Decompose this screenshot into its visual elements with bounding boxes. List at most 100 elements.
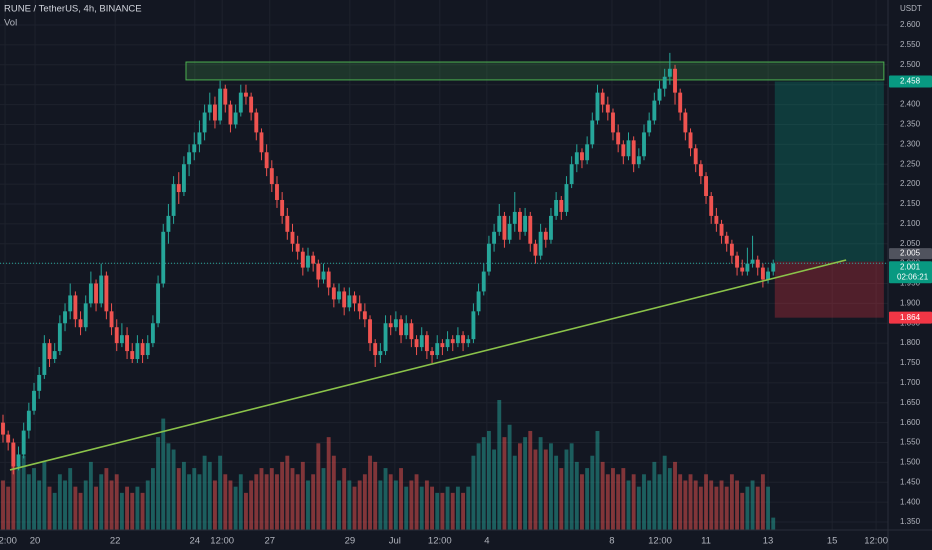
candle-body: [476, 291, 481, 312]
volume-bar: [378, 480, 383, 530]
candle-body: [383, 323, 388, 352]
candle-body: [528, 215, 533, 244]
trendline: [9, 259, 847, 471]
volume-bar: [662, 455, 667, 530]
candle-body: [704, 176, 708, 197]
candle-body: [228, 104, 233, 125]
y-tick-label: 1.700: [900, 378, 921, 387]
volume-bar: [580, 474, 584, 530]
candle-body: [94, 283, 98, 304]
candle-body: [52, 351, 57, 360]
volume-bar: [150, 468, 155, 530]
candle-body: [197, 132, 202, 145]
candle-body: [554, 199, 559, 216]
y-tick-label: 1.650: [900, 398, 921, 407]
candle-body: [518, 211, 522, 232]
candle-body: [574, 152, 579, 165]
volume-bar: [337, 480, 341, 530]
volume-bar: [735, 480, 739, 530]
volume-bar: [316, 443, 321, 530]
volume-bar: [440, 492, 445, 530]
candle-body: [461, 335, 466, 344]
volume-bar: [249, 480, 254, 530]
volume-bar: [414, 474, 419, 530]
volume-bar: [26, 474, 31, 530]
candle-body: [595, 92, 600, 121]
candle-body: [238, 92, 243, 113]
volume-bar: [512, 455, 517, 530]
y-tick-label: 1.500: [900, 458, 921, 467]
volume-bar: [466, 486, 471, 530]
countdown: 02:06:21: [897, 272, 929, 281]
x-tick-label: 4: [484, 536, 489, 547]
volume-bar: [631, 474, 636, 530]
candle-body: [192, 144, 197, 153]
volume-bar: [264, 474, 269, 530]
candle-body: [492, 231, 497, 244]
candle-body: [368, 319, 372, 344]
y-tick-label: 1.600: [900, 418, 921, 427]
volume-bar: [507, 424, 512, 530]
y-tick-label: 2.300: [900, 139, 921, 148]
volume-bar: [518, 443, 522, 530]
y-tick-label: 1.400: [900, 497, 921, 506]
candle-body: [673, 68, 677, 93]
volume-bar: [688, 474, 693, 530]
volume-bar: [471, 455, 476, 530]
volume-bar: [740, 492, 745, 530]
volume-bar: [549, 443, 553, 530]
volume-bar: [145, 480, 150, 530]
volume-bar: [362, 474, 367, 530]
volume-bar: [171, 449, 176, 530]
volume-bar: [424, 480, 429, 530]
plot-area: [0, 52, 888, 530]
volume-bar: [156, 437, 161, 530]
volume-bar: [435, 492, 440, 530]
volume-bar: [32, 468, 36, 530]
x-tick-label: 22: [110, 536, 121, 547]
volume-bar: [724, 486, 729, 530]
volume-bar: [47, 486, 52, 530]
volume-bar: [192, 468, 197, 530]
volume-bar: [605, 474, 610, 530]
candle-body: [6, 434, 11, 443]
y-tick-label: 2.550: [900, 40, 921, 49]
volume-bar: [207, 461, 212, 530]
volume-bar: [461, 492, 466, 530]
candle-body: [616, 132, 621, 145]
candle-body: [280, 199, 285, 216]
volume-bar: [409, 480, 414, 530]
y-tick-label: 2.200: [900, 179, 921, 188]
candle-body: [140, 343, 145, 356]
volume-bar: [166, 443, 171, 530]
candle-body: [543, 231, 548, 240]
candle-body: [512, 211, 517, 224]
volume-bar: [213, 480, 217, 530]
candle-body: [559, 199, 564, 212]
volume-bar: [750, 480, 755, 530]
candle-body: [21, 430, 26, 455]
candle-body: [295, 243, 300, 252]
volume-bar: [492, 449, 497, 530]
volume-bar: [352, 486, 357, 530]
candle-body: [249, 96, 254, 113]
candle-body: [714, 215, 719, 224]
candle-body: [745, 263, 750, 272]
candle-body: [729, 243, 734, 256]
volume-bar: [497, 400, 502, 530]
candle-body: [275, 184, 279, 200]
volume-bar: [559, 468, 564, 530]
volume-bar: [109, 480, 114, 530]
volume-bar: [63, 480, 67, 530]
candle-body: [187, 152, 192, 165]
candle-body: [549, 215, 553, 240]
volume-bar: [52, 492, 57, 530]
volume-bar: [647, 480, 652, 530]
candle-body: [636, 156, 641, 165]
candle-body: [300, 251, 305, 268]
candle-body: [254, 112, 259, 133]
candle-body: [32, 390, 36, 411]
candle-body: [78, 319, 83, 328]
volume-bar: [57, 474, 62, 530]
candle-body: [735, 255, 739, 268]
